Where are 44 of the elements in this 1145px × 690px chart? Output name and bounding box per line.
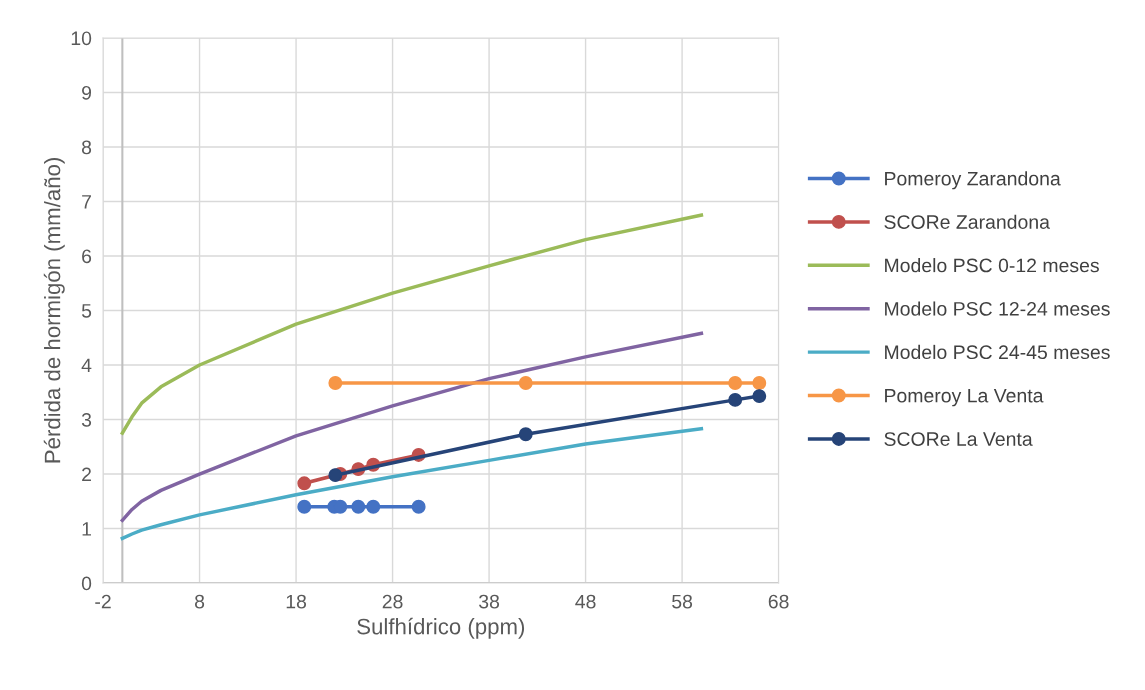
point — [297, 476, 312, 491]
line-series — [120, 331, 704, 523]
point — [752, 376, 767, 390]
x-tick-label: 8 — [195, 594, 205, 609]
point — [411, 499, 426, 514]
point — [518, 376, 533, 390]
point — [752, 389, 767, 404]
x-tick-label: 48 — [575, 594, 596, 609]
x-tick-label: 38 — [479, 594, 500, 609]
y-tick-label: 0 — [81, 576, 92, 591]
point — [518, 427, 533, 442]
point — [351, 499, 366, 514]
line-series — [120, 213, 704, 435]
y-tick-label: 7 — [82, 195, 91, 209]
y-tick-label: 8 — [81, 140, 92, 155]
x-tick-label: 28 — [382, 594, 403, 609]
x-tick-label: 68 — [768, 594, 789, 609]
legend-label: SCORe Zarandona — [884, 214, 1050, 229]
y-tick-label: 4 — [81, 358, 92, 373]
x-tick-label: 58 — [672, 594, 693, 609]
x-tick-label: -2 — [95, 594, 111, 609]
y-tick-label: 1 — [82, 522, 91, 536]
line-series — [120, 427, 704, 541]
point — [297, 499, 312, 514]
legend-label: Modelo PSC 24-45 meses — [885, 344, 1110, 360]
x-tick-label: 18 — [286, 594, 307, 609]
legend-label: Pomeroy Zarandona — [885, 171, 1061, 190]
y-tick-label: 9 — [82, 85, 92, 100]
y-tick-label: 6 — [82, 249, 92, 264]
y-tick-label: 3 — [81, 412, 92, 427]
x-axis-title: Sulfhídrico (ppm) — [357, 617, 525, 639]
legend-label: Modelo PSC 0-12 meses — [885, 258, 1099, 273]
point — [728, 376, 743, 390]
legend-label: Modelo PSC 12-24 meses — [885, 301, 1110, 316]
point — [728, 392, 743, 407]
point — [366, 499, 381, 514]
y-tick-label: 2 — [82, 467, 91, 482]
y-tick-label: 5 — [81, 304, 92, 318]
y-axis-title: Pérdida de hormigón (mm/año) — [43, 158, 65, 463]
point — [328, 468, 343, 483]
point — [328, 376, 343, 390]
legend-label: SCORe La Venta — [884, 432, 1033, 446]
legend-label: Pomeroy La Venta — [885, 388, 1044, 407]
y-tick-label: 10 — [71, 31, 92, 46]
